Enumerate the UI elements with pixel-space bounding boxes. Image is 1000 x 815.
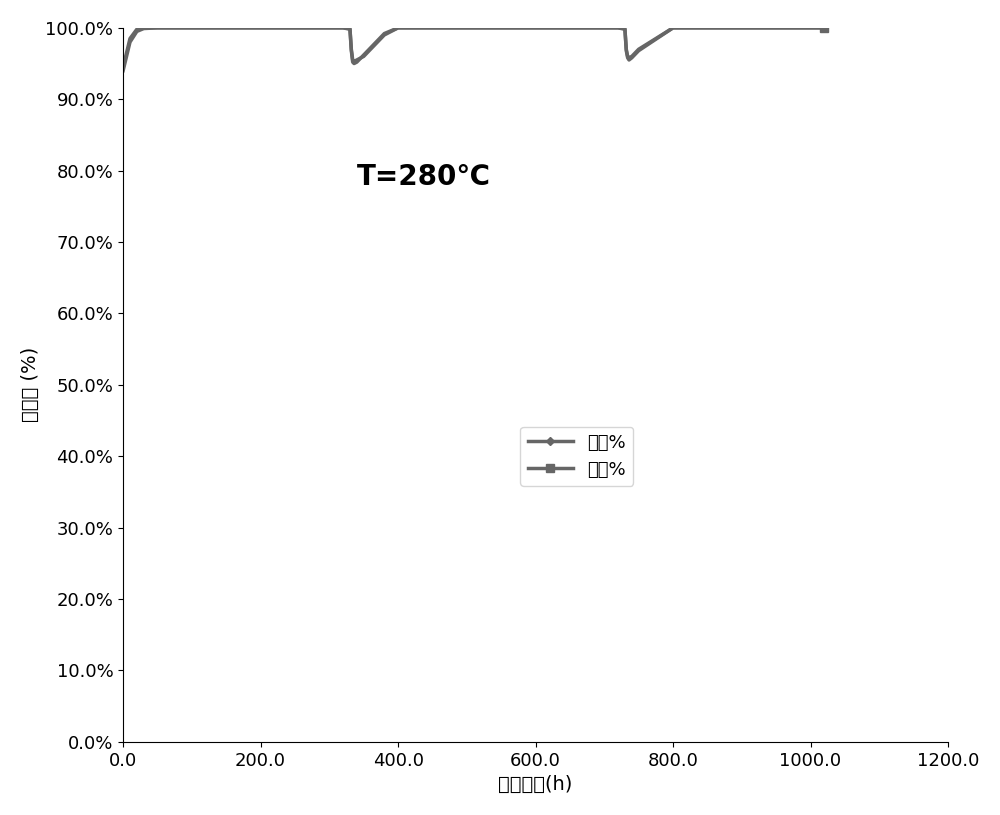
丁鄹% — [337, 23, 349, 33]
丁鄹% — [461, 23, 473, 33]
丁鄹% — [151, 23, 163, 33]
甲苯% — [365, 43, 377, 53]
甲苯% — [186, 23, 198, 33]
丁鄹% — [138, 24, 150, 33]
Legend: 丁鄹%, 甲苯%: 丁鄹%, 甲苯% — [520, 426, 633, 486]
丁鄹% — [131, 27, 143, 37]
Text: T=280℃: T=280℃ — [357, 163, 491, 191]
甲苯% — [736, 23, 748, 33]
甲苯% — [345, 46, 357, 55]
甲苯% — [612, 23, 624, 33]
丁鄹% — [121, 51, 133, 61]
甲苯% — [626, 53, 638, 63]
甲苯% — [426, 23, 438, 33]
丁鄹% — [117, 66, 129, 76]
甲苯% — [495, 23, 507, 33]
丁鄹% — [426, 23, 438, 33]
甲苯% — [348, 59, 360, 68]
甲苯% — [564, 23, 576, 33]
丁鄹% — [220, 23, 232, 33]
甲苯% — [378, 29, 390, 38]
甲苯% — [530, 23, 542, 33]
丁鄹% — [805, 23, 817, 33]
丁鄹% — [344, 24, 356, 33]
丁鄹% — [255, 23, 267, 33]
丁鄹% — [626, 51, 638, 61]
丁鄹% — [612, 23, 624, 33]
甲苯% — [620, 46, 632, 55]
甲苯% — [461, 23, 473, 33]
丁鄹% — [598, 23, 610, 33]
丁鄹% — [701, 23, 713, 33]
甲苯% — [770, 23, 782, 33]
甲苯% — [337, 23, 349, 33]
Y-axis label: 转化率 (%): 转化率 (%) — [21, 347, 40, 422]
甲苯% — [347, 57, 359, 67]
丁鄹% — [736, 23, 748, 33]
丁鄹% — [358, 51, 370, 61]
甲苯% — [138, 23, 150, 33]
丁鄹% — [620, 44, 632, 54]
丁鄹% — [378, 30, 390, 40]
丁鄹% — [289, 23, 301, 33]
甲苯% — [344, 24, 356, 34]
甲苯% — [811, 23, 823, 33]
丁鄹% — [186, 23, 198, 33]
甲苯% — [121, 48, 133, 58]
丁鄹% — [623, 53, 635, 63]
丁鄹% — [495, 23, 507, 33]
丁鄹% — [124, 37, 136, 47]
丁鄹% — [345, 44, 357, 54]
丁鄹% — [365, 44, 377, 54]
甲苯% — [351, 57, 363, 67]
丁鄹% — [818, 23, 830, 33]
甲苯% — [289, 23, 301, 33]
甲苯% — [117, 62, 129, 72]
甲苯% — [701, 23, 713, 33]
甲苯% — [619, 24, 631, 34]
丁鄹% — [622, 51, 634, 61]
丁鄹% — [633, 44, 645, 54]
甲苯% — [633, 46, 645, 55]
丁鄹% — [770, 23, 782, 33]
丁鄹% — [348, 56, 360, 66]
丁鄹% — [530, 23, 542, 33]
丁鄹% — [351, 55, 363, 65]
甲苯% — [667, 23, 679, 33]
甲苯% — [124, 33, 136, 43]
甲苯% — [392, 23, 404, 33]
丁鄹% — [667, 23, 679, 33]
丁鄹% — [564, 23, 576, 33]
甲苯% — [598, 23, 610, 33]
Line: 甲苯%: 甲苯% — [119, 24, 828, 71]
丁鄹% — [619, 24, 631, 33]
甲苯% — [131, 24, 143, 34]
甲苯% — [358, 50, 370, 59]
甲苯% — [151, 23, 163, 33]
丁鄹% — [811, 23, 823, 33]
甲苯% — [622, 53, 634, 63]
甲苯% — [623, 55, 635, 65]
X-axis label: 反应时间(h): 反应时间(h) — [498, 775, 573, 794]
甲苯% — [818, 23, 830, 33]
甲苯% — [220, 23, 232, 33]
丁鄹% — [392, 23, 404, 33]
甲苯% — [323, 23, 335, 33]
丁鄹% — [347, 55, 359, 65]
丁鄹% — [323, 23, 335, 33]
Line: 丁鄹%: 丁鄹% — [120, 25, 827, 73]
甲苯% — [255, 23, 267, 33]
甲苯% — [805, 23, 817, 33]
